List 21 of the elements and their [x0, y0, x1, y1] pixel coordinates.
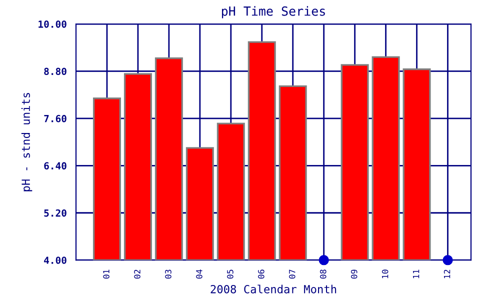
y-axis-title: pH - stnd units [21, 92, 32, 192]
x-tick-label: 04 [196, 270, 202, 279]
x-tick-label: 03 [165, 270, 172, 279]
x-tick-label: 08 [320, 270, 326, 279]
chart-title: pH Time Series [222, 6, 325, 18]
x-tick-label: 10 [382, 270, 388, 278]
x-tick-label: 12 [444, 270, 450, 278]
y-tick-label: 6.40 [44, 162, 66, 170]
y-tick-label: 4.00 [44, 256, 66, 264]
x-tick-label: 11 [413, 270, 420, 278]
x-tick-label: 02 [134, 270, 140, 279]
y-tick-label: 7.60 [44, 114, 66, 122]
x-tick-label: 06 [258, 270, 264, 279]
y-tick-label: 8.80 [44, 68, 66, 76]
y-tick-label: 5.20 [44, 209, 66, 217]
x-tick-label: 09 [350, 270, 358, 279]
x-axis-title: 2008 Calendar Month [210, 284, 336, 294]
y-tick-label: 10.00 [38, 20, 66, 28]
x-tick-label: 05 [227, 270, 234, 279]
x-tick-label: 07 [289, 270, 296, 279]
x-tick-label: 01 [103, 270, 110, 279]
